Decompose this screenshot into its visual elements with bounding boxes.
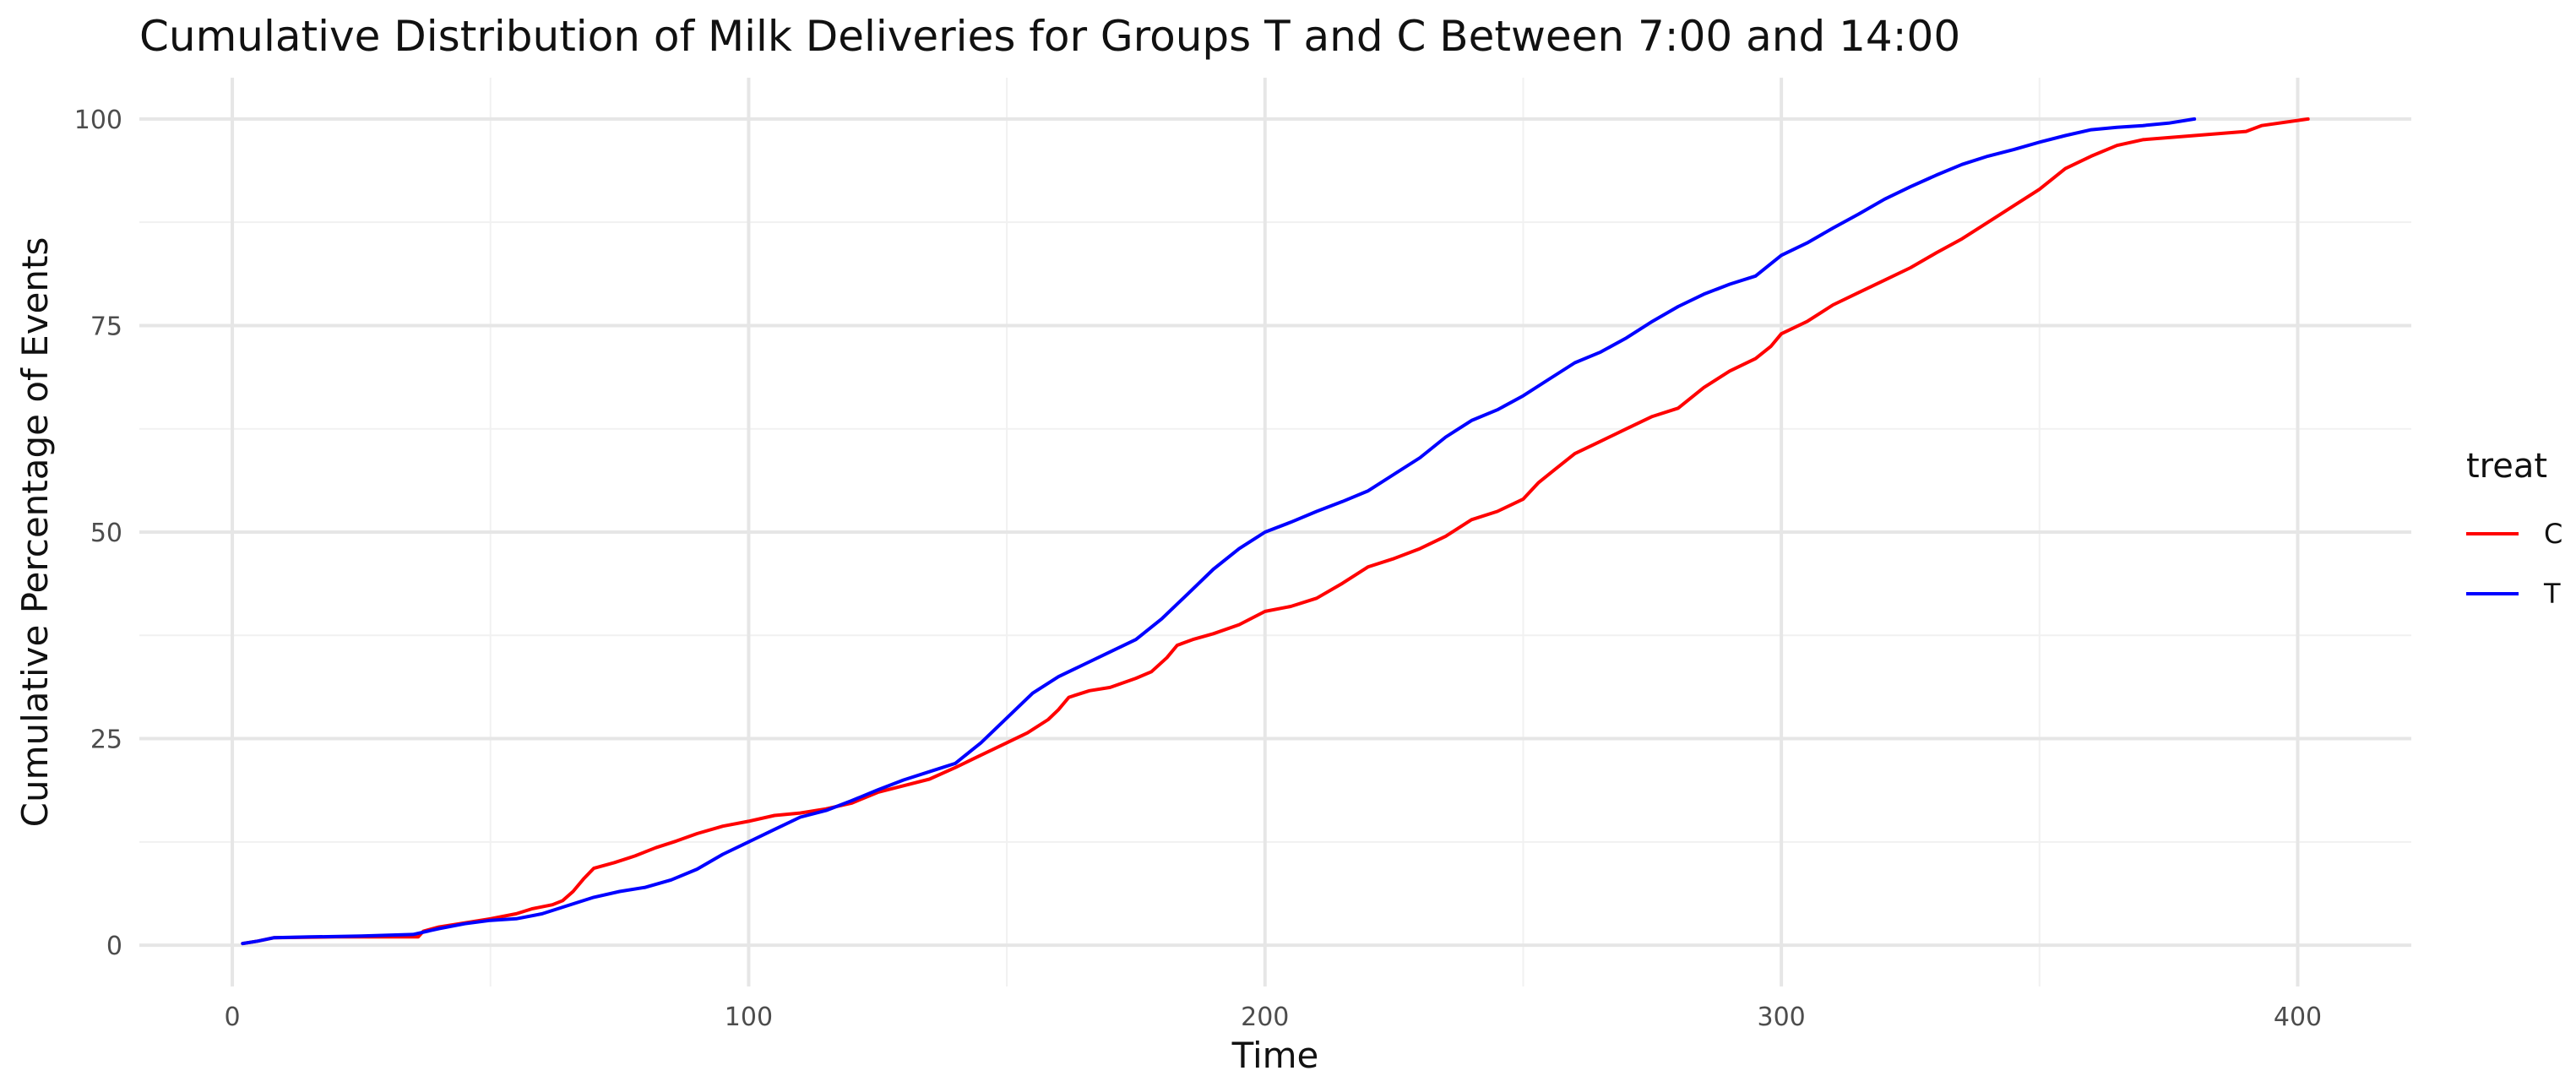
series-layer (241, 117, 2310, 946)
y-tick-label: 25 (90, 726, 122, 755)
plot-area (139, 78, 2411, 986)
legend: treat CT (2466, 447, 2562, 610)
legend-label-C: C (2544, 518, 2562, 550)
y-tick-label: 0 (106, 932, 122, 961)
y-axis-title: Cumulative Percentage of Events (14, 237, 56, 828)
x-tick-label: 0 (224, 1003, 240, 1032)
axis-layer: 0 100 200 300 400 0 25 50 75 100 (74, 106, 2322, 1032)
x-tick-label: 400 (2274, 1003, 2322, 1032)
legend-label-T: T (2543, 578, 2561, 610)
y-tick-label: 50 (90, 519, 122, 548)
x-tick-label: 200 (1241, 1003, 1289, 1032)
x-axis-title: Time (1231, 1035, 1319, 1076)
y-tick-label: 75 (90, 312, 122, 341)
chart-title: Cumulative Distribution of Milk Deliveri… (139, 12, 1960, 61)
grid-layer (139, 78, 2411, 986)
series-line-T (241, 117, 2197, 946)
y-tick-label: 100 (74, 106, 122, 135)
series-line-C (241, 117, 2310, 946)
legend-title: treat (2466, 447, 2547, 486)
x-tick-label: 300 (1758, 1003, 1806, 1032)
x-tick-label: 100 (725, 1003, 773, 1032)
